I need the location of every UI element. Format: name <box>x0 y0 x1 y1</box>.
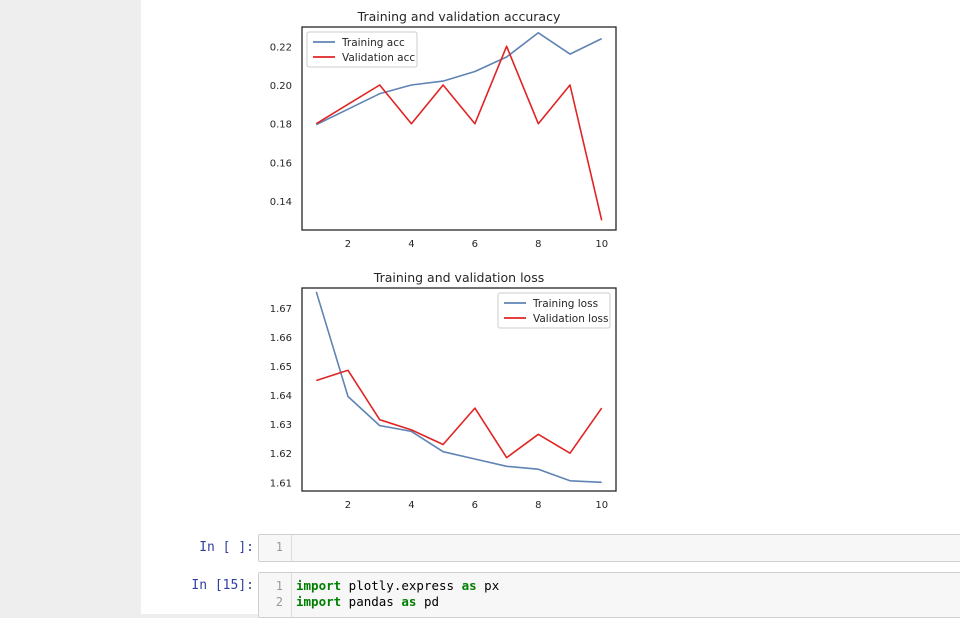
line-number: 2 <box>275 595 283 609</box>
cell-prompt: In [ ]: <box>199 540 254 555</box>
x-tick-label: 2 <box>345 239 351 250</box>
series-line-1 <box>316 369 603 459</box>
notebook-container: Training and validation accuracy 2 4 6 8 10 0.… <box>141 0 960 618</box>
plot-output: Training and validation accuracy 2 4 6 8 10 0.… <box>270 9 617 511</box>
y-tick-label: 0.16 <box>270 158 292 169</box>
plot-frame <box>301 26 617 231</box>
code-text: pandas <box>341 594 402 609</box>
line-number: 1 <box>275 540 283 554</box>
y-tick-label: 0.20 <box>270 81 292 92</box>
x-tick-label: 8 <box>535 239 541 250</box>
y-tick-label: 1.62 <box>270 449 292 460</box>
code-cell-15[interactable]: In [15]: 1 2 import plotly.express as px… <box>141 572 960 618</box>
code-text: plotly.express <box>341 578 462 593</box>
keyword: import <box>296 594 342 609</box>
chart-title: Training and validation accuracy <box>357 9 561 24</box>
legend-label: Validation loss <box>533 313 608 325</box>
y-tick-label: 1.63 <box>270 420 292 431</box>
cell-output: Training and validation accuracy 2 4 6 8 10 0.… <box>141 0 960 525</box>
x-tick-label: 8 <box>535 500 541 511</box>
x-tick-label: 6 <box>472 239 478 250</box>
y-tick-label: 1.64 <box>270 391 292 402</box>
cell-prompt: In [15]: <box>191 578 254 593</box>
y-tick-label: 0.22 <box>270 42 292 53</box>
x-tick-label: 4 <box>408 500 414 511</box>
code-editor[interactable]: 1 <box>258 534 960 562</box>
legend-box <box>306 31 418 68</box>
code-cell-empty[interactable]: In [ ]: 1 <box>141 534 960 562</box>
series-line-0 <box>315 291 602 484</box>
x-tick-label: 10 <box>595 500 608 511</box>
code-line[interactable]: import pandas as pd <box>296 594 439 609</box>
code-text: pd <box>416 594 440 609</box>
keyword: as <box>461 578 477 593</box>
x-tick-label: 2 <box>345 500 351 511</box>
code-text: px <box>476 578 500 593</box>
legend-box <box>497 292 611 329</box>
line-gutter: 1 2 <box>259 573 292 617</box>
keyword: as <box>401 594 417 609</box>
x-tick-label: 4 <box>408 239 414 250</box>
code-line[interactable]: import plotly.express as px <box>296 578 499 593</box>
x-tick-label: 6 <box>472 500 478 511</box>
series-line-1 <box>315 45 603 221</box>
series-line-0 <box>315 31 603 126</box>
plot-frame <box>301 287 617 492</box>
line-number: 1 <box>275 579 283 593</box>
legend-label: Validation acc <box>342 52 415 64</box>
legend-label: Training loss <box>532 298 598 310</box>
y-tick-label: 0.14 <box>270 197 292 208</box>
line-gutter: 1 <box>259 535 292 561</box>
keyword: import <box>296 578 342 593</box>
chart-title: Training and validation loss <box>373 270 544 285</box>
y-tick-label: 1.61 <box>270 478 292 489</box>
legend-label: Training acc <box>341 37 405 49</box>
y-tick-label: 1.65 <box>270 362 292 373</box>
y-tick-label: 0.18 <box>270 120 292 131</box>
y-tick-label: 1.66 <box>270 333 292 344</box>
code-editor[interactable]: 1 2 import plotly.express as px import p… <box>258 572 960 618</box>
x-tick-label: 10 <box>595 239 608 250</box>
y-tick-label: 1.67 <box>270 304 292 315</box>
